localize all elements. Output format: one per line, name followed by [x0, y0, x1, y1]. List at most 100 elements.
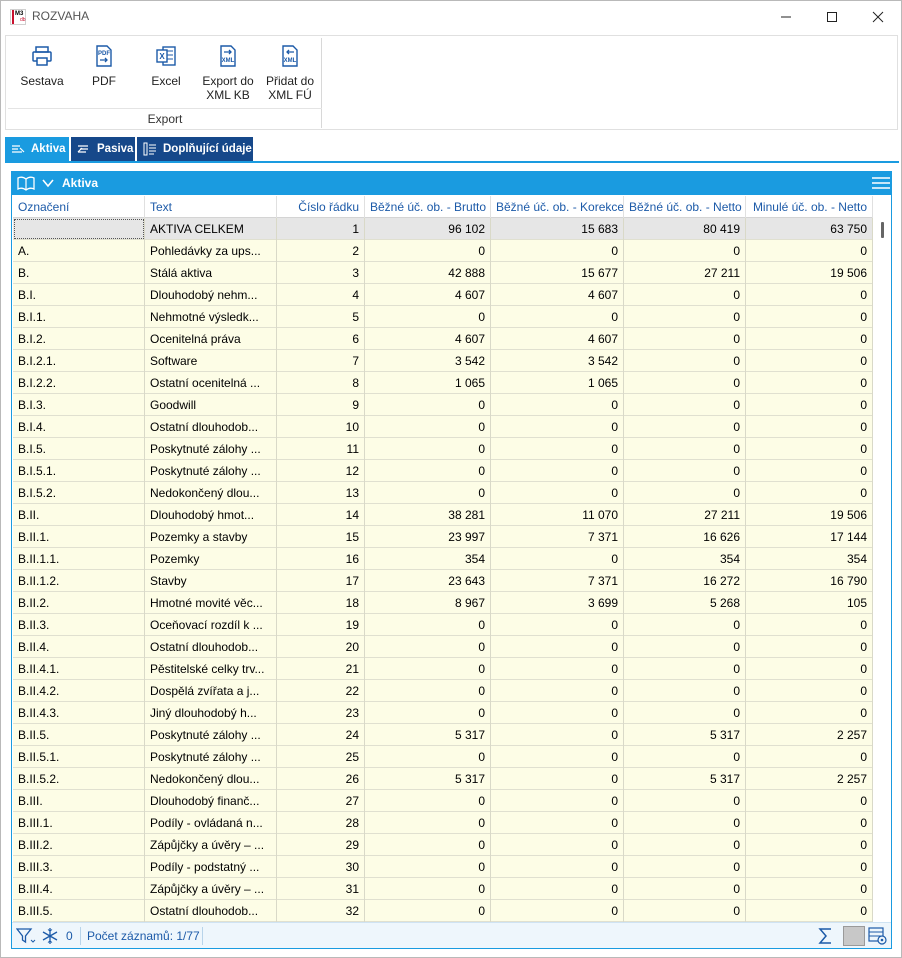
tab-doplnujici-udaje[interactable]: Doplňující údaje: [137, 137, 253, 161]
cell-text[interactable]: Nehmotné výsledk...: [145, 306, 277, 328]
cell-cislo-radku[interactable]: 29: [277, 834, 365, 856]
cell-korekce[interactable]: 4 607: [491, 284, 624, 306]
cell-korekce[interactable]: 0: [491, 746, 624, 768]
cell-netto[interactable]: 0: [624, 878, 746, 900]
col-header-cislo-radku[interactable]: Číslo řádku: [277, 196, 365, 218]
cell-cislo-radku[interactable]: 25: [277, 746, 365, 768]
cell-oznaceni[interactable]: B.II.2.: [13, 592, 145, 614]
cell-cislo-radku[interactable]: 9: [277, 394, 365, 416]
cell-korekce[interactable]: 0: [491, 240, 624, 262]
cell-cislo-radku[interactable]: 14: [277, 504, 365, 526]
table-row[interactable]: B.I.4. Ostatní dlouhodob... 10 0 0 0 0: [13, 416, 873, 438]
cell-text[interactable]: AKTIVA CELKEM: [145, 218, 277, 240]
table-row[interactable]: B.II. Dlouhodobý hmot... 14 38 281 11 070 27 …: [13, 504, 873, 526]
cell-cislo-radku[interactable]: 12: [277, 460, 365, 482]
cell-text[interactable]: Zápůjčky a úvěry – ...: [145, 834, 277, 856]
cell-netto[interactable]: 0: [624, 438, 746, 460]
cell-cislo-radku[interactable]: 10: [277, 416, 365, 438]
table-row[interactable]: B.III.1. Podíly - ovládaná n... 28 0 0 0 0: [13, 812, 873, 834]
cell-brutto[interactable]: 0: [365, 240, 491, 262]
cell-korekce[interactable]: 0: [491, 438, 624, 460]
cell-minule-netto[interactable]: 0: [746, 482, 873, 504]
cell-oznaceni[interactable]: B.I.5.2.: [13, 482, 145, 504]
cell-text[interactable]: Jiný dlouhodobý h...: [145, 702, 277, 724]
cell-korekce[interactable]: 0: [491, 812, 624, 834]
cell-text[interactable]: Dlouhodobý nehm...: [145, 284, 277, 306]
cell-text[interactable]: Dospělá zvířata a j...: [145, 680, 277, 702]
cell-brutto[interactable]: 0: [365, 306, 491, 328]
cell-text[interactable]: Poskytnuté zálohy ...: [145, 460, 277, 482]
cell-oznaceni[interactable]: B.II.1.1.: [13, 548, 145, 570]
cell-netto[interactable]: 16 272: [624, 570, 746, 592]
table-row[interactable]: B.I.5.2. Nedokončený dlou... 13 0 0 0 0: [13, 482, 873, 504]
cell-korekce[interactable]: 7 371: [491, 570, 624, 592]
cell-cislo-radku[interactable]: 24: [277, 724, 365, 746]
cell-minule-netto[interactable]: 0: [746, 284, 873, 306]
cell-cislo-radku[interactable]: 11: [277, 438, 365, 460]
cell-minule-netto[interactable]: 354: [746, 548, 873, 570]
cell-oznaceni[interactable]: B.II.5.1.: [13, 746, 145, 768]
cell-text[interactable]: Pěstitelské celky trv...: [145, 658, 277, 680]
cell-korekce[interactable]: 0: [491, 614, 624, 636]
cell-text[interactable]: Ocenitelná práva: [145, 328, 277, 350]
cell-korekce[interactable]: 11 070: [491, 504, 624, 526]
toggle-square-button[interactable]: [843, 926, 865, 946]
table-row[interactable]: B.III.3. Podíly - podstatný ... 30 0 0 0 0: [13, 856, 873, 878]
cell-korekce[interactable]: 0: [491, 878, 624, 900]
col-header-brutto[interactable]: Běžné úč. ob. - Brutto: [365, 196, 491, 218]
cell-brutto[interactable]: 0: [365, 658, 491, 680]
cell-netto[interactable]: 0: [624, 394, 746, 416]
cell-cislo-radku[interactable]: 7: [277, 350, 365, 372]
cell-oznaceni[interactable]: B.I.1.: [13, 306, 145, 328]
cell-cislo-radku[interactable]: 6: [277, 328, 365, 350]
table-row[interactable]: B.III.4. Zápůjčky a úvěry – ... 31 0 0 0 0: [13, 878, 873, 900]
cell-oznaceni[interactable]: B.I.5.: [13, 438, 145, 460]
table-row[interactable]: B.III.5. Ostatní dlouhodob... 32 0 0 0 0: [13, 900, 873, 922]
sum-button[interactable]: [818, 923, 834, 949]
cell-netto[interactable]: 0: [624, 328, 746, 350]
cell-oznaceni[interactable]: [13, 218, 145, 240]
cell-cislo-radku[interactable]: 17: [277, 570, 365, 592]
cell-korekce[interactable]: 0: [491, 856, 624, 878]
cell-netto[interactable]: 0: [624, 680, 746, 702]
cell-brutto[interactable]: 0: [365, 812, 491, 834]
table-row[interactable]: B.I.5. Poskytnuté zálohy ... 11 0 0 0 0: [13, 438, 873, 460]
pdf-button[interactable]: PDF PDF: [76, 44, 132, 114]
cell-text[interactable]: Ostatní dlouhodob...: [145, 900, 277, 922]
cell-cislo-radku[interactable]: 31: [277, 878, 365, 900]
cell-minule-netto[interactable]: 63 750: [746, 218, 873, 240]
cell-minule-netto[interactable]: 0: [746, 614, 873, 636]
cell-brutto[interactable]: 5 317: [365, 768, 491, 790]
cell-cislo-radku[interactable]: 16: [277, 548, 365, 570]
cell-cislo-radku[interactable]: 5: [277, 306, 365, 328]
cell-minule-netto[interactable]: 19 506: [746, 504, 873, 526]
cell-text[interactable]: Oceňovací rozdíl k ...: [145, 614, 277, 636]
vertical-scrollbar[interactable]: [878, 220, 886, 920]
cell-text[interactable]: Podíly - ovládaná n...: [145, 812, 277, 834]
cell-cislo-radku[interactable]: 18: [277, 592, 365, 614]
cell-cislo-radku[interactable]: 13: [277, 482, 365, 504]
cell-korekce[interactable]: 0: [491, 702, 624, 724]
cell-netto[interactable]: 0: [624, 790, 746, 812]
cell-text[interactable]: Goodwill: [145, 394, 277, 416]
maximize-button[interactable]: [809, 1, 855, 33]
cell-brutto[interactable]: 0: [365, 416, 491, 438]
cell-netto[interactable]: 0: [624, 812, 746, 834]
cell-korekce[interactable]: 15 677: [491, 262, 624, 284]
cell-minule-netto[interactable]: 0: [746, 328, 873, 350]
cell-netto[interactable]: 0: [624, 482, 746, 504]
cell-text[interactable]: Podíly - podstatný ...: [145, 856, 277, 878]
cell-oznaceni[interactable]: B.III.2.: [13, 834, 145, 856]
cell-cislo-radku[interactable]: 2: [277, 240, 365, 262]
cell-korekce[interactable]: 0: [491, 636, 624, 658]
table-row[interactable]: B.I.1. Nehmotné výsledk... 5 0 0 0 0: [13, 306, 873, 328]
minimize-button[interactable]: [763, 1, 809, 33]
cell-oznaceni[interactable]: B.I.3.: [13, 394, 145, 416]
cell-minule-netto[interactable]: 0: [746, 856, 873, 878]
cell-minule-netto[interactable]: 105: [746, 592, 873, 614]
col-header-minule-netto[interactable]: Minulé úč. ob. - Netto: [746, 196, 873, 218]
cell-text[interactable]: Zápůjčky a úvěry – ...: [145, 878, 277, 900]
cell-netto[interactable]: 5 268: [624, 592, 746, 614]
cell-brutto[interactable]: 0: [365, 394, 491, 416]
table-row[interactable]: B.II.4. Ostatní dlouhodob... 20 0 0 0 0: [13, 636, 873, 658]
